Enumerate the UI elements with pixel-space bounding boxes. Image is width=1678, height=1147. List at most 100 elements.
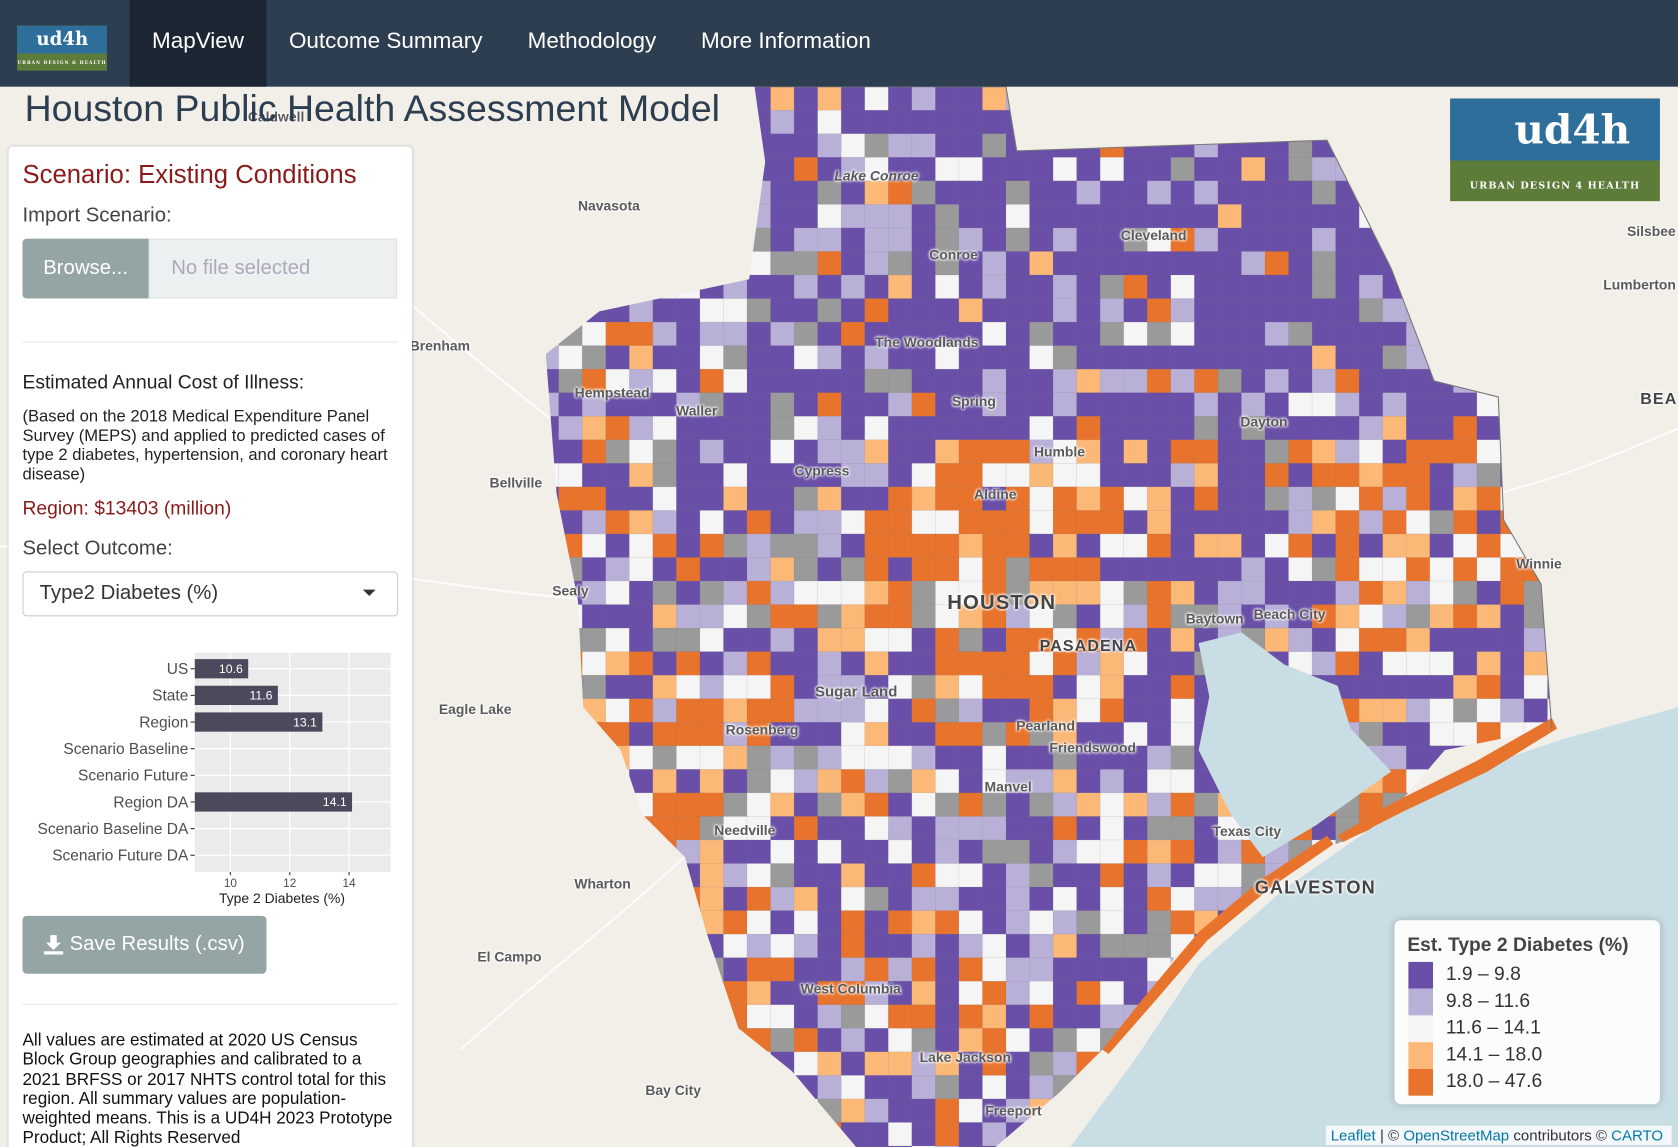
map-tile bbox=[676, 674, 701, 700]
map-tile bbox=[1146, 816, 1172, 841]
outcome-value: Type2 Diabetes (%) bbox=[39, 582, 219, 605]
map-tile bbox=[935, 1051, 960, 1077]
place-label: Texas City bbox=[1212, 823, 1282, 840]
map-tile bbox=[1005, 557, 1031, 582]
map-tile bbox=[1076, 274, 1101, 300]
map-tile bbox=[746, 109, 772, 135]
map-tile bbox=[1429, 298, 1455, 323]
map-tile bbox=[699, 721, 725, 747]
map-tile bbox=[1476, 651, 1502, 676]
map-tile bbox=[1099, 980, 1125, 1006]
map-tile bbox=[676, 933, 701, 959]
map-tile bbox=[629, 792, 654, 818]
map-tile bbox=[1288, 345, 1313, 370]
map-tile bbox=[770, 157, 795, 182]
save-button[interactable]: Save Results (.csv) bbox=[22, 915, 267, 974]
map-tile bbox=[935, 721, 960, 747]
map-tile bbox=[545, 298, 560, 323]
map-tile bbox=[545, 510, 560, 535]
map-tile bbox=[982, 439, 1007, 465]
nav-tab[interactable]: More Information bbox=[700, 28, 871, 54]
map-tile bbox=[1076, 627, 1101, 653]
map-tile bbox=[676, 910, 701, 935]
map-tile bbox=[887, 816, 913, 841]
map-tile bbox=[864, 368, 890, 394]
attribution: Leaflet | © OpenStreetMap contributors © CAR… bbox=[1326, 1125, 1672, 1145]
map-tile bbox=[817, 980, 842, 1006]
map-tile bbox=[1052, 886, 1078, 912]
map-tile bbox=[1170, 745, 1196, 771]
map-tile bbox=[1146, 604, 1172, 629]
map-tile bbox=[817, 933, 842, 959]
map-tile bbox=[1311, 321, 1337, 347]
browse-button[interactable]: Browse... bbox=[22, 238, 149, 299]
map-tile bbox=[1194, 604, 1219, 629]
map-tile bbox=[1146, 721, 1172, 747]
nav-tab[interactable]: MapView bbox=[129, 0, 267, 87]
map-tile bbox=[1311, 604, 1337, 629]
map-tile bbox=[770, 204, 795, 229]
map-tile bbox=[605, 580, 631, 606]
map-tile bbox=[887, 745, 913, 771]
map-tile bbox=[1429, 651, 1455, 676]
x-tick-label: 14 bbox=[343, 877, 357, 890]
map-tile bbox=[770, 886, 795, 912]
map-tile bbox=[1335, 133, 1360, 159]
nav-tab[interactable]: Methodology bbox=[527, 28, 657, 54]
map-tile bbox=[723, 886, 748, 912]
map-tile bbox=[935, 910, 960, 935]
map-tile bbox=[982, 580, 1007, 606]
map-tile bbox=[1500, 580, 1525, 606]
map-tile bbox=[1217, 415, 1243, 441]
map-tile bbox=[770, 486, 795, 512]
map-tile bbox=[1241, 510, 1266, 535]
attribution-link[interactable]: Leaflet bbox=[1330, 1126, 1376, 1144]
map-tile bbox=[605, 157, 631, 182]
map-tile bbox=[723, 368, 748, 394]
map-tile bbox=[676, 980, 701, 1006]
map-tile bbox=[723, 321, 748, 347]
map-tile bbox=[793, 651, 819, 676]
map-tile bbox=[935, 321, 960, 347]
map-tile bbox=[581, 839, 607, 865]
map-tile bbox=[1358, 251, 1384, 276]
bar bbox=[194, 685, 278, 706]
map-tile bbox=[887, 345, 913, 370]
map-tile bbox=[1217, 580, 1243, 606]
map-tile bbox=[793, 627, 819, 653]
map-tile bbox=[629, 745, 654, 771]
map-tile bbox=[935, 533, 960, 559]
map-tile bbox=[558, 721, 583, 747]
nav-tab[interactable]: Outcome Summary bbox=[288, 28, 483, 54]
map-tile bbox=[1076, 415, 1101, 441]
map-tile bbox=[911, 1098, 937, 1124]
map-tile bbox=[1029, 368, 1054, 394]
file-name[interactable]: No file selected bbox=[148, 238, 398, 299]
map-tile bbox=[1052, 839, 1078, 865]
map-tile bbox=[1052, 980, 1078, 1006]
footer-note: All values are estimated at 2020 US Cens… bbox=[22, 1031, 393, 1147]
map-tile bbox=[581, 910, 607, 935]
map-tile bbox=[1076, 980, 1101, 1006]
map-tile bbox=[1311, 227, 1337, 253]
map-tile bbox=[1217, 274, 1243, 300]
map-tile bbox=[1358, 274, 1384, 300]
map-tile bbox=[770, 627, 795, 653]
map-tile bbox=[1405, 109, 1431, 135]
map-tile bbox=[1453, 580, 1478, 606]
map-tile bbox=[864, 721, 890, 747]
attribution-link[interactable]: CARTO bbox=[1611, 1126, 1664, 1144]
attribution-link[interactable]: OpenStreetMap bbox=[1403, 1126, 1510, 1144]
map-tile bbox=[1405, 274, 1431, 300]
nav-logo[interactable]: ud4h URBAN DESIGN & HEALTH bbox=[17, 25, 108, 71]
map-tile bbox=[1382, 439, 1408, 465]
map-tile bbox=[746, 1075, 772, 1100]
map-tile bbox=[840, 298, 866, 323]
map-tile bbox=[1523, 204, 1549, 229]
map-tile bbox=[746, 745, 772, 771]
map-tile bbox=[1311, 345, 1337, 370]
map-tile bbox=[1547, 204, 1552, 229]
map-tile bbox=[1382, 86, 1408, 112]
outcome-select[interactable]: Type2 Diabetes (%) bbox=[22, 571, 399, 617]
map-tile bbox=[1335, 486, 1360, 512]
